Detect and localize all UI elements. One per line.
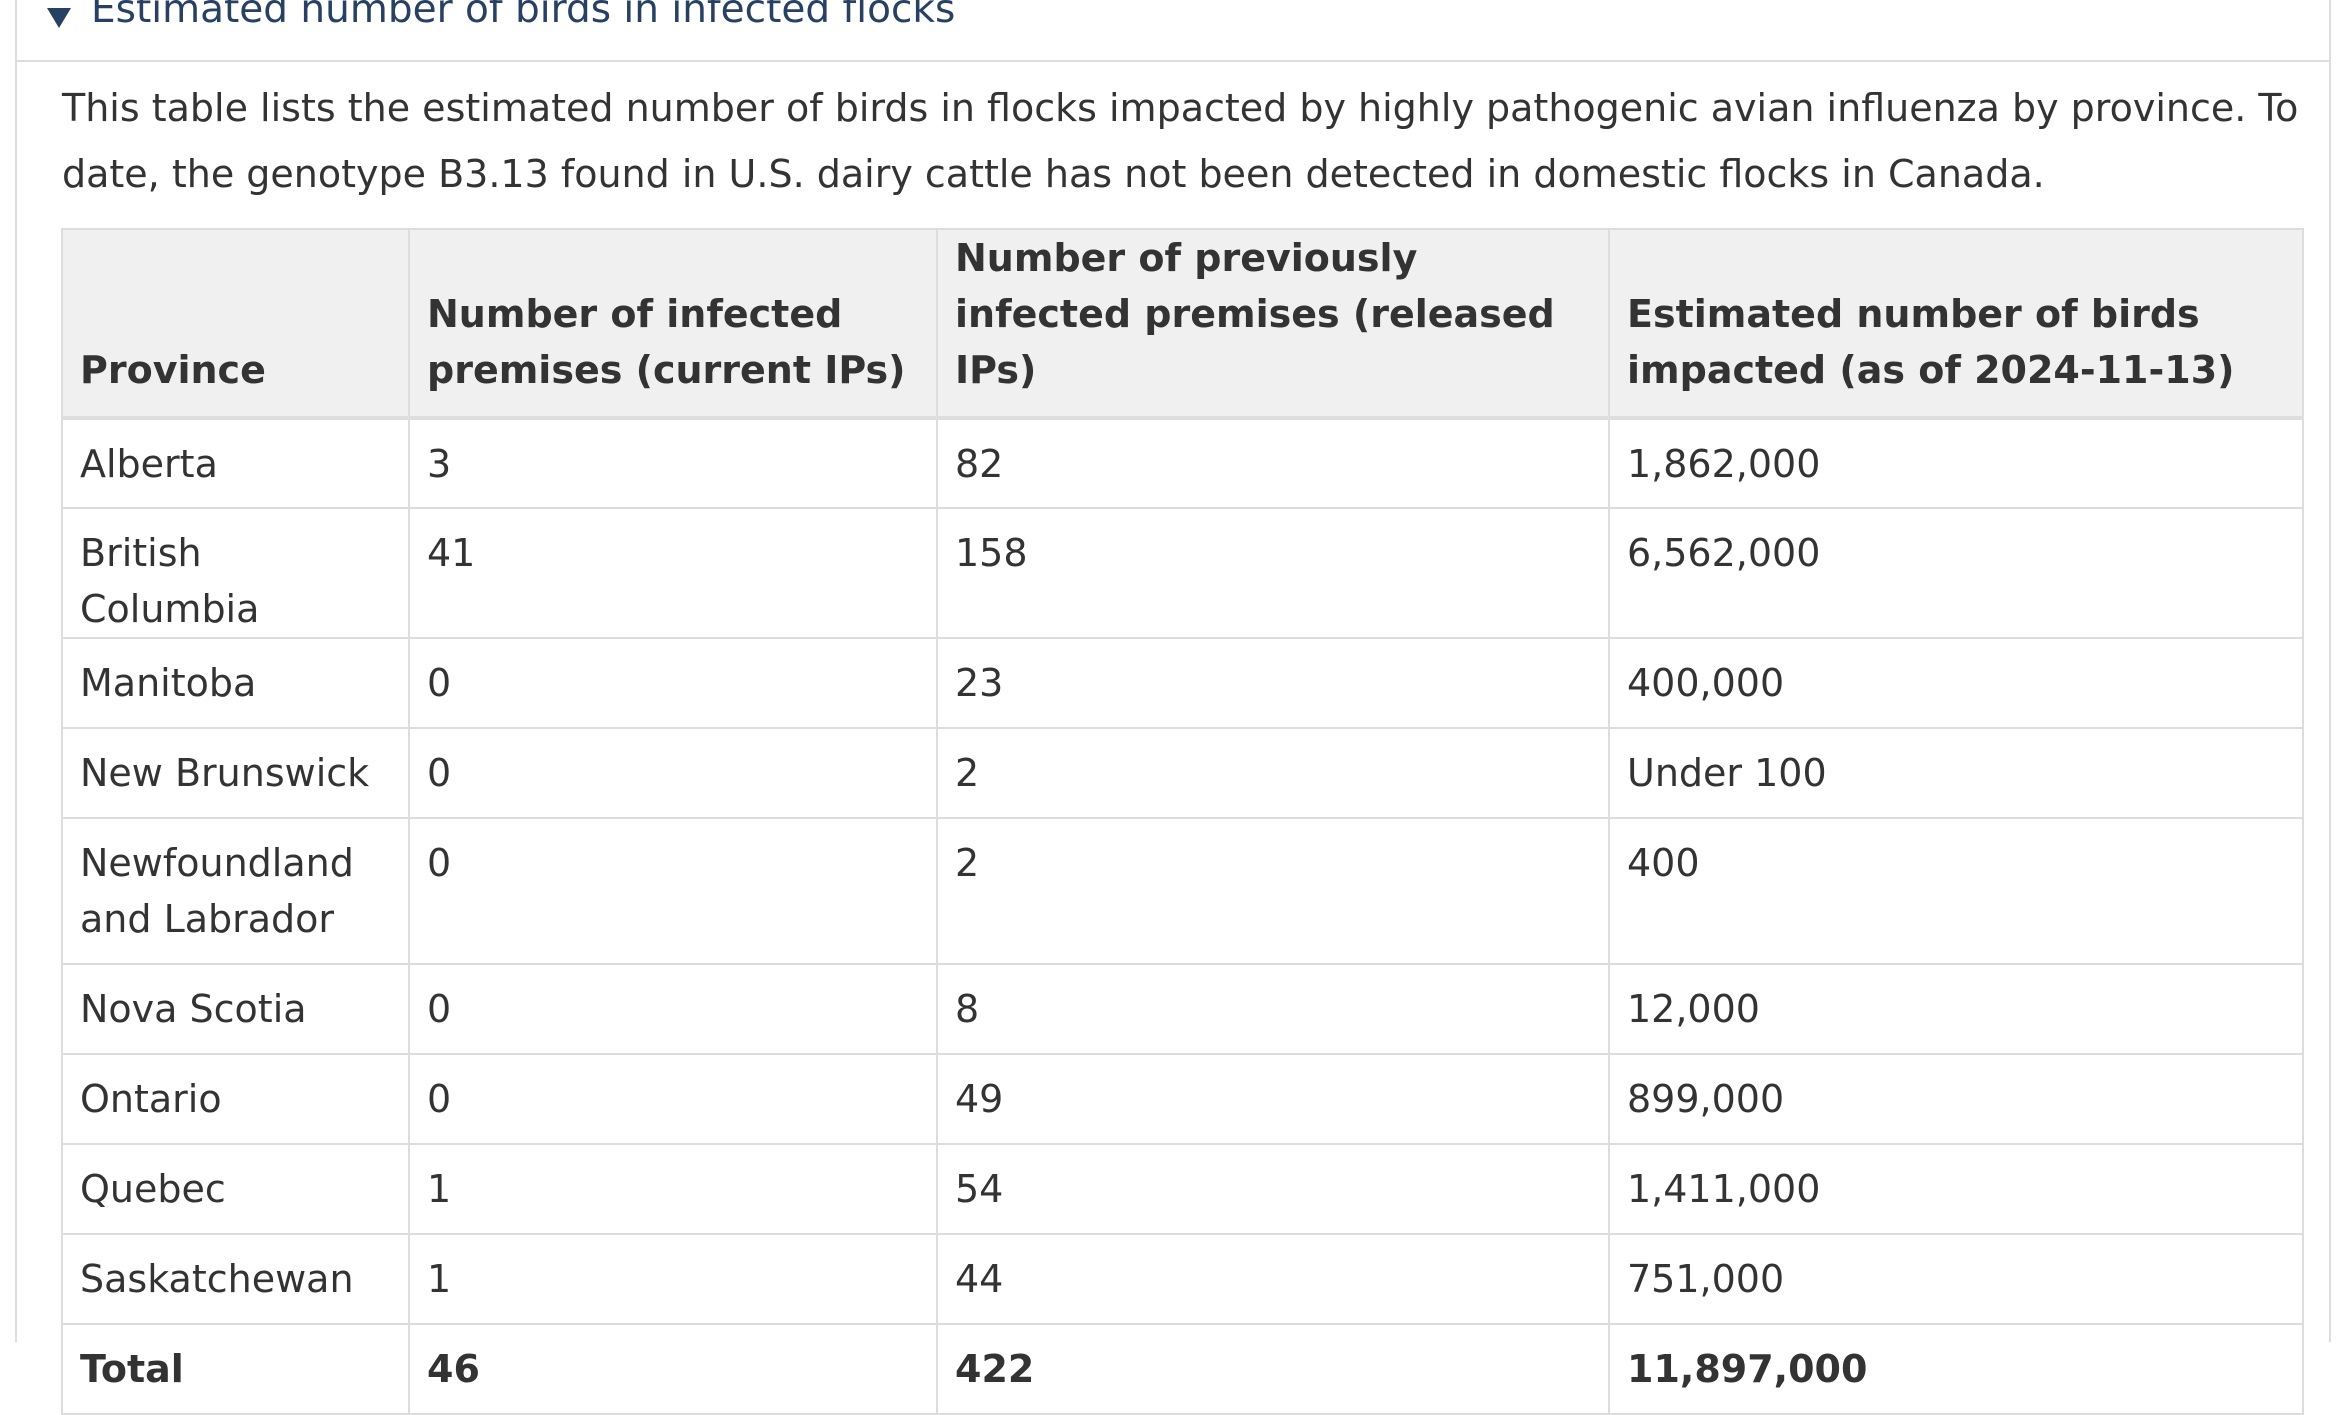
column-header-province: Province: [61, 228, 410, 420]
birds-impacted-table: Province Number of infected premises (cu…: [61, 228, 2304, 1415]
cell-province: Newfoundland and Labrador: [61, 817, 410, 965]
table-row: Ontario 0 49 899,000: [61, 1053, 2304, 1145]
cell-birds-impacted: 751,000: [1608, 1233, 2304, 1325]
cell-current-ips: 3: [408, 417, 938, 509]
table-total-row: Total 46 422 11,897,000: [61, 1323, 2304, 1415]
cell-released-ips: 8: [936, 963, 1610, 1055]
cell-birds-impacted: 400: [1608, 817, 2304, 965]
cell-province: Ontario: [61, 1053, 410, 1145]
table-row: British Columbia 41 158 6,562,000: [61, 507, 2304, 639]
cell-current-ips: 41: [408, 507, 938, 639]
table-header-row: Province Number of infected premises (cu…: [61, 228, 2304, 420]
cell-province: Manitoba: [61, 637, 410, 729]
column-header-current-ips: Number of infected premises (current IPs…: [408, 228, 938, 420]
cell-released-ips: 54: [936, 1143, 1610, 1235]
cell-province: Saskatchewan: [61, 1233, 410, 1325]
cell-released-ips: 158: [936, 507, 1610, 639]
cell-province: British Columbia: [61, 507, 410, 639]
triangle-down-icon[interactable]: [47, 8, 71, 28]
cell-current-ips: 0: [408, 727, 938, 819]
cell-total-birds-impacted: 11,897,000: [1608, 1323, 2304, 1415]
cell-released-ips: 49: [936, 1053, 1610, 1145]
cell-birds-impacted: 1,411,000: [1608, 1143, 2304, 1235]
details-summary-label[interactable]: Estimated number of birds in infected fl…: [91, 0, 956, 32]
cell-released-ips: 2: [936, 817, 1610, 965]
cell-current-ips: 0: [408, 817, 938, 965]
details-summary-toggle[interactable]: Estimated number of birds in infected fl…: [17, 0, 2329, 62]
cell-province: Quebec: [61, 1143, 410, 1235]
cell-total-released-ips: 422: [936, 1323, 1610, 1415]
cell-birds-impacted: 12,000: [1608, 963, 2304, 1055]
cell-province: Alberta: [61, 417, 410, 509]
cell-current-ips: 0: [408, 963, 938, 1055]
column-header-birds-impacted: Estimated number of birds impacted (as o…: [1608, 228, 2304, 420]
table-row: Alberta 3 82 1,862,000: [61, 417, 2304, 509]
cell-released-ips: 2: [936, 727, 1610, 819]
cell-birds-impacted: 6,562,000: [1608, 507, 2304, 639]
cell-released-ips: 82: [936, 417, 1610, 509]
cell-total-label: Total: [61, 1323, 410, 1415]
table-row: Nova Scotia 0 8 12,000: [61, 963, 2304, 1055]
table-row: Newfoundland and Labrador 0 2 400: [61, 817, 2304, 965]
cell-released-ips: 23: [936, 637, 1610, 729]
cell-birds-impacted: Under 100: [1608, 727, 2304, 819]
cell-released-ips: 44: [936, 1233, 1610, 1325]
cell-current-ips: 0: [408, 637, 938, 729]
table-row: New Brunswick 0 2 Under 100: [61, 727, 2304, 819]
table-row: Saskatchewan 1 44 751,000: [61, 1233, 2304, 1325]
column-header-released-ips: Number of previously infected premises (…: [936, 228, 1610, 420]
details-panel: Estimated number of birds in infected fl…: [15, 0, 2331, 1415]
cell-current-ips: 1: [408, 1143, 938, 1235]
table-row: Quebec 1 54 1,411,000: [61, 1143, 2304, 1235]
cell-current-ips: 1: [408, 1233, 938, 1325]
cell-birds-impacted: 400,000: [1608, 637, 2304, 729]
table-row: Manitoba 0 23 400,000: [61, 637, 2304, 729]
cell-total-current-ips: 46: [408, 1323, 938, 1415]
cell-birds-impacted: 899,000: [1608, 1053, 2304, 1145]
cell-province: New Brunswick: [61, 727, 410, 819]
cell-birds-impacted: 1,862,000: [1608, 417, 2304, 509]
cell-province: Nova Scotia: [61, 963, 410, 1055]
cell-current-ips: 0: [408, 1053, 938, 1145]
table-description: This table lists the estimated number of…: [62, 86, 2299, 196]
